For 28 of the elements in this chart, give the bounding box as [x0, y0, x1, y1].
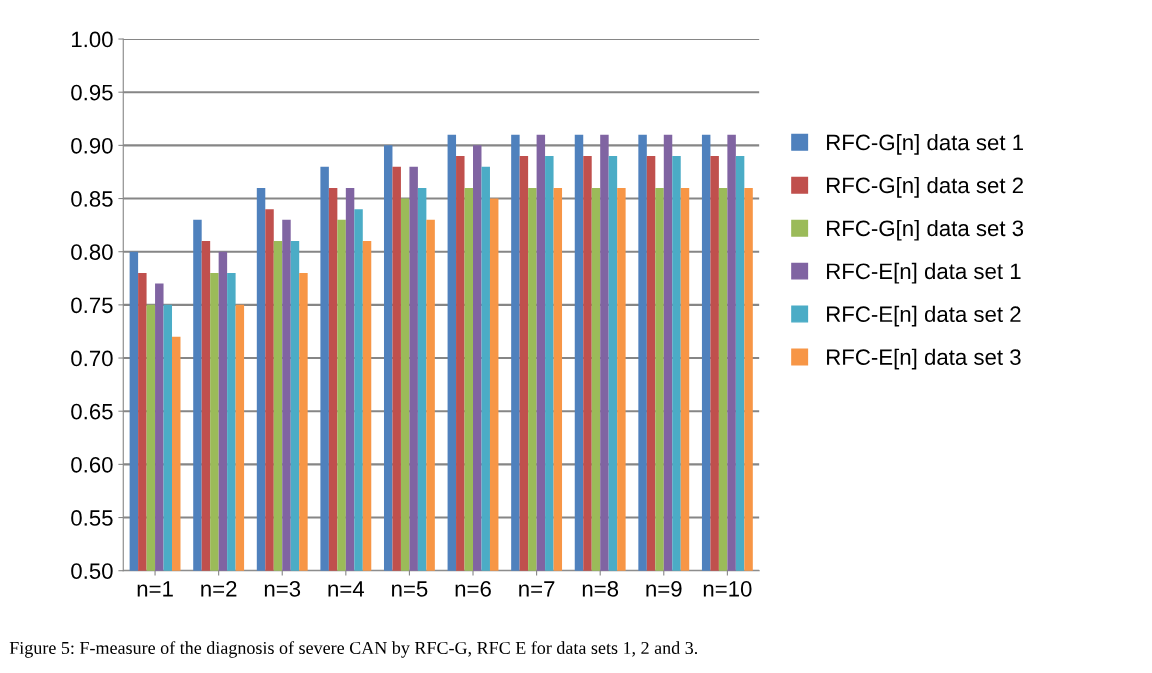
x-tick-label: n=9: [646, 581, 682, 597]
x-tick-label: n=7: [519, 581, 555, 597]
y-tick-label: 0.65: [71, 403, 113, 420]
x-tick-label: n=10: [703, 581, 752, 597]
y-tick-label: 0.55: [71, 510, 113, 526]
y-tick-label: 0.95: [71, 84, 113, 101]
legend-label: RFC-E[n] data set 1: [827, 262, 1021, 284]
x-tick-label: n=3: [264, 581, 301, 597]
legend-label: RFC-G[n] data set 2: [827, 176, 1023, 198]
legend-label: RFC-G[n] data set 3: [827, 219, 1024, 241]
y-tick-label: 0.80: [71, 244, 113, 260]
caption: Figure 5: F-measure of the diagnosis of severe CAN by RFC-G, RFC E for data sets 1, 2 and 3.: [9, 641, 698, 658]
legend-label: RFC-E[n] data set 3: [827, 348, 1021, 370]
y-tick-label: 1.00: [71, 31, 113, 48]
legend-label: RFC-E[n] data set 2: [827, 305, 1021, 327]
x-tick-label: n=1: [137, 581, 173, 597]
x-tick-label: n=4: [328, 581, 365, 597]
x-tick-label: n=2: [201, 581, 237, 597]
y-tick-label: 0.75: [71, 297, 113, 314]
y-tick-label: 0.85: [71, 191, 113, 207]
y-tick-label: 0.90: [71, 137, 113, 154]
y-tick-label: 0.70: [71, 350, 113, 367]
x-tick-label: n=6: [455, 581, 491, 597]
x-tick-label: n=5: [392, 581, 428, 597]
x-tick-label: n=8: [582, 581, 619, 597]
legend-label: RFC-G[n] data set 1: [827, 134, 1023, 155]
y-tick-label: 0.60: [71, 456, 113, 473]
y-tick-label: 0.50: [71, 563, 113, 579]
